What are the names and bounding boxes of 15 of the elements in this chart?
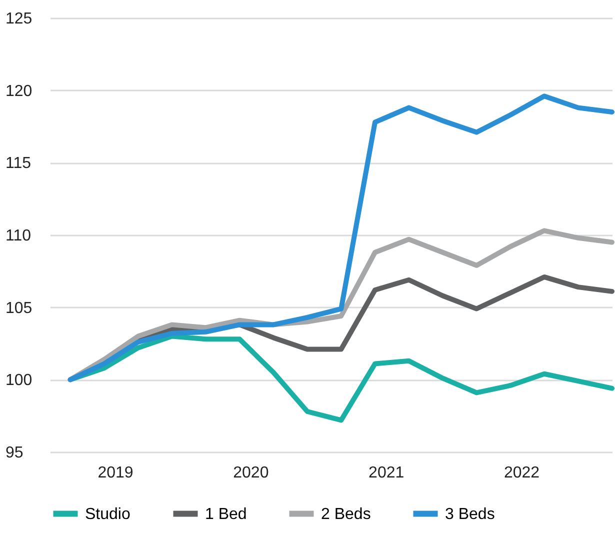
- legend-label: Studio: [85, 506, 130, 523]
- x-tick-label: 2022: [504, 464, 540, 482]
- y-tick-label: 95: [6, 444, 24, 462]
- legend-label: 2 Beds: [321, 506, 371, 523]
- x-tick-label: 2020: [233, 464, 269, 482]
- y-tick-label: 100: [6, 372, 32, 390]
- legend-label: 3 Beds: [445, 506, 495, 523]
- y-tick-label: 110: [6, 228, 32, 244]
- x-tick-label: 2019: [98, 464, 134, 482]
- x-tick-label: 2021: [368, 464, 404, 482]
- y-tick-label: 105: [6, 300, 32, 317]
- y-tick-label: 120: [6, 82, 32, 100]
- y-tick-label: 125: [6, 10, 32, 28]
- y-tick-label: 115: [6, 155, 32, 172]
- legend-label: 1 Bed: [205, 506, 247, 523]
